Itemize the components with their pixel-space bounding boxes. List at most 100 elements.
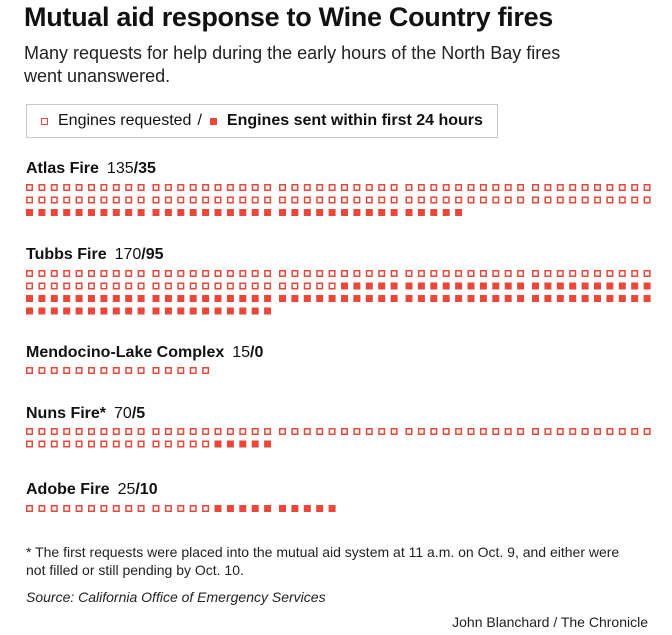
engine-requested-square	[581, 184, 589, 191]
engine-requested-square	[618, 428, 626, 435]
source-note: Source: California Office of Emergency S…	[26, 589, 326, 605]
engine-requested-square	[365, 196, 373, 204]
requested-count: 15	[232, 344, 251, 361]
engine-sent-square	[442, 282, 450, 290]
engine-requested-square	[152, 440, 160, 448]
engine-requested-square	[643, 428, 651, 435]
legend-requested-label: Engines requested	[58, 112, 192, 129]
engine-requested-square	[303, 184, 311, 191]
sent-count: /95	[141, 246, 164, 263]
engine-requested-square	[189, 428, 197, 435]
engine-requested-square	[378, 270, 386, 277]
engine-requested-square	[189, 184, 197, 191]
fire-counts: 25/10	[118, 481, 158, 498]
engine-requested-square	[405, 428, 413, 435]
engine-sent-square	[63, 295, 71, 302]
engine-requested-square	[532, 184, 539, 191]
engine-requested-square	[38, 505, 46, 512]
engine-requested-square	[569, 428, 577, 435]
engine-sent-square	[264, 505, 272, 512]
engine-requested-square	[38, 428, 46, 435]
engine-sent-square	[264, 295, 272, 302]
engine-requested-square	[569, 270, 577, 277]
engine-sent-square	[202, 209, 210, 216]
engine-requested-square	[26, 367, 33, 374]
engine-sent-square	[214, 440, 222, 448]
engine-requested-square	[137, 196, 145, 204]
engine-sent-square	[251, 307, 259, 315]
engine-requested-square	[631, 196, 639, 204]
engine-sent-square	[251, 505, 259, 512]
engine-requested-square	[594, 270, 601, 277]
engine-requested-square	[631, 428, 639, 435]
engine-requested-square	[202, 282, 210, 290]
chart-title: Mutual aid response to Wine Country fire…	[24, 2, 554, 32]
waffle-group	[26, 184, 651, 216]
engine-requested-square	[137, 505, 145, 512]
engine-requested-square	[214, 428, 222, 435]
engine-requested-square	[430, 184, 438, 191]
engine-requested-square	[353, 184, 361, 191]
engine-requested-square	[328, 184, 336, 191]
engine-sent-square	[341, 295, 348, 302]
engine-requested-square	[390, 196, 398, 204]
engine-sent-square	[63, 307, 71, 315]
engine-requested-square	[50, 184, 58, 191]
engine-sent-square	[455, 282, 463, 290]
engine-sent-square	[353, 209, 361, 216]
engine-requested-square	[125, 367, 133, 374]
engine-requested-square	[417, 270, 425, 277]
engine-sent-square	[316, 209, 324, 216]
engine-requested-square	[341, 196, 348, 204]
engine-requested-square	[152, 505, 160, 512]
engine-requested-square	[251, 282, 259, 290]
engine-sent-square	[504, 295, 512, 302]
engine-sent-square	[251, 440, 259, 448]
engine-requested-square	[618, 184, 626, 191]
engine-requested-square	[544, 270, 552, 277]
sent-count: /0	[250, 344, 264, 361]
engine-requested-square	[137, 184, 145, 191]
engine-sent-square	[455, 295, 463, 302]
engine-sent-square	[26, 209, 33, 216]
engine-requested-square	[303, 196, 311, 204]
engine-requested-square	[251, 428, 259, 435]
engine-requested-square	[264, 282, 272, 290]
engine-requested-square	[63, 440, 71, 448]
engine-requested-square	[50, 270, 58, 277]
engine-sent-square	[75, 209, 83, 216]
engine-sent-square	[152, 295, 160, 302]
engine-requested-square	[202, 270, 210, 277]
engine-requested-square	[594, 196, 601, 204]
engine-sent-square	[251, 209, 259, 216]
engine-sent-square	[316, 295, 324, 302]
engine-requested-square	[606, 184, 614, 191]
engine-requested-square	[164, 282, 172, 290]
engine-requested-square	[152, 367, 160, 374]
engine-requested-square	[63, 270, 71, 277]
sent-count: /35	[133, 160, 156, 177]
engine-sent-square	[239, 505, 247, 512]
fire-counts: 70/5	[114, 405, 145, 422]
engine-requested-square	[26, 282, 33, 290]
engine-sent-square	[504, 282, 512, 290]
engine-requested-square	[137, 282, 145, 290]
engine-requested-square	[100, 367, 108, 374]
engine-sent-square	[125, 295, 133, 302]
engine-requested-square	[137, 367, 145, 374]
engine-requested-square	[328, 270, 336, 277]
engine-requested-square	[606, 428, 614, 435]
engine-requested-square	[517, 196, 525, 204]
engine-requested-square	[177, 196, 185, 204]
engine-requested-square	[455, 184, 463, 191]
engine-requested-square	[643, 196, 651, 204]
engine-requested-square	[365, 184, 373, 191]
engine-sent-square	[226, 295, 234, 302]
engine-requested-square	[442, 196, 450, 204]
engine-requested-square	[442, 428, 450, 435]
engine-requested-square	[467, 428, 475, 435]
engine-requested-square	[504, 270, 512, 277]
engine-requested-square	[214, 270, 222, 277]
engine-requested-square	[112, 270, 120, 277]
engine-requested-square	[492, 270, 500, 277]
